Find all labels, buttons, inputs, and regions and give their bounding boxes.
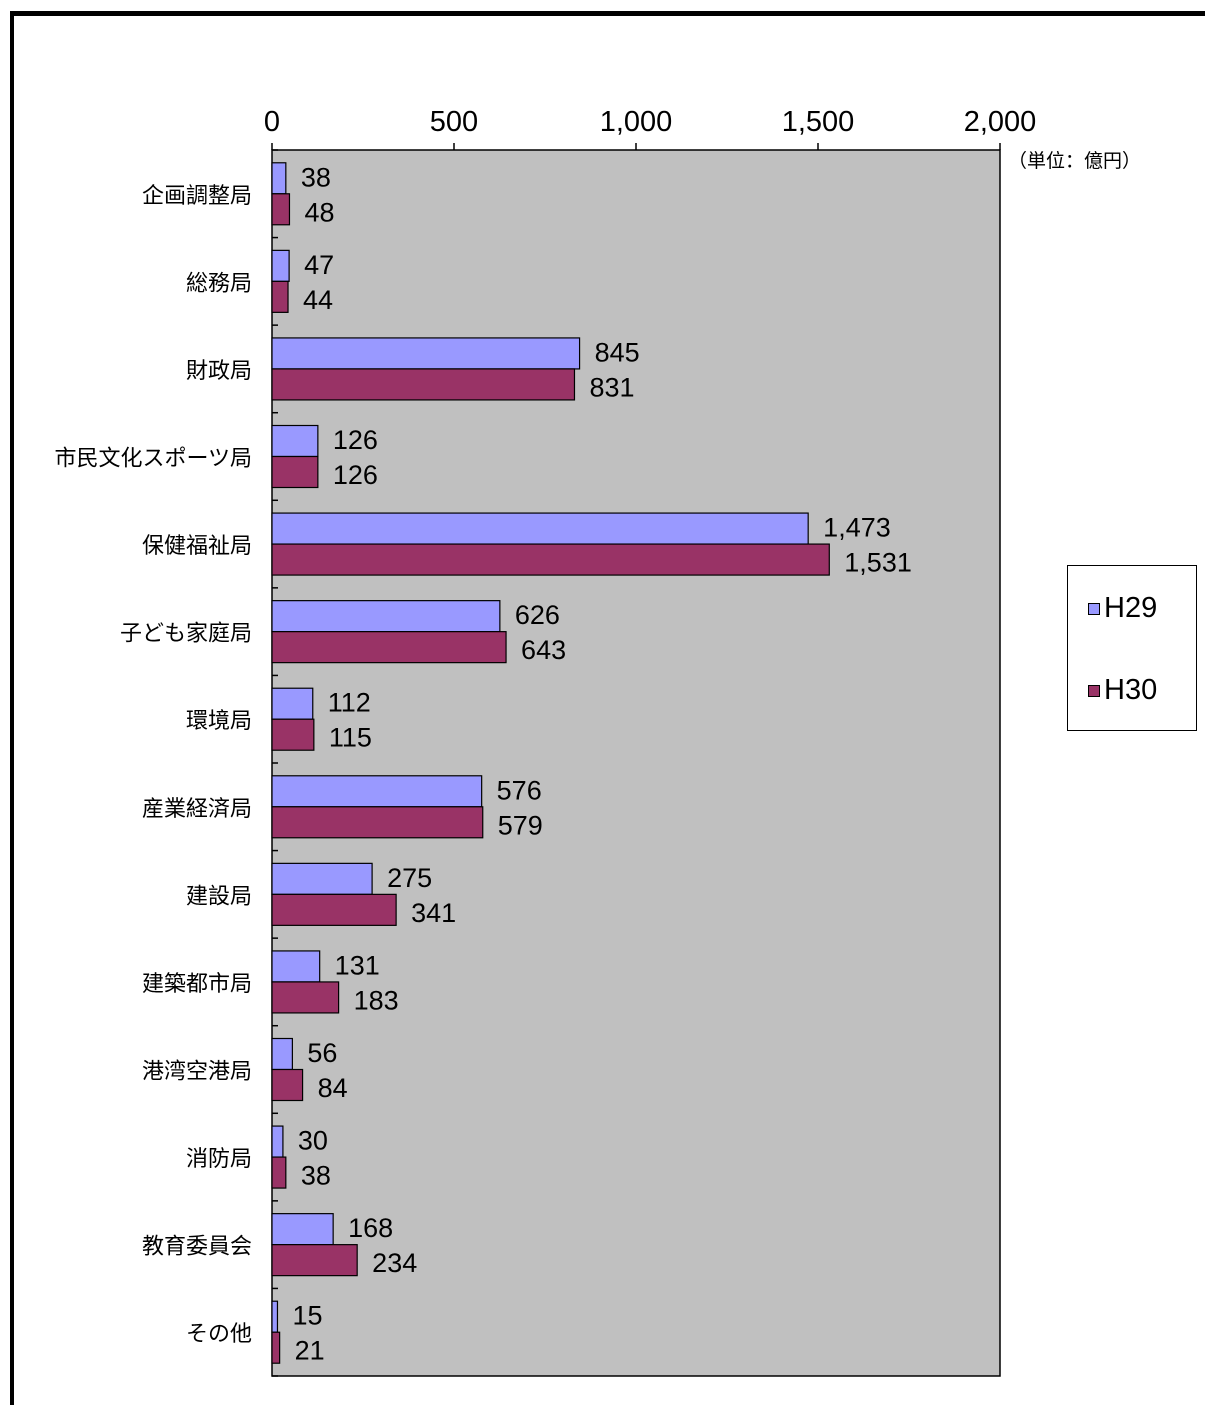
x-tick-label: 1,000 xyxy=(600,106,673,138)
bar-h29 xyxy=(271,424,319,458)
x-tick-label: 2,000 xyxy=(964,106,1037,138)
category-label: 建設局 xyxy=(186,884,252,909)
bar-h29 xyxy=(271,162,287,195)
data-label-h30: 579 xyxy=(498,810,543,840)
bar-h30 xyxy=(271,631,507,664)
data-label-h30: 84 xyxy=(318,1073,348,1103)
category-label: 保健福祉局 xyxy=(142,534,252,559)
bar-h29 xyxy=(271,775,483,808)
data-label-h30: 341 xyxy=(411,898,456,928)
bar-h29 xyxy=(271,1037,293,1071)
data-label-h29: 131 xyxy=(335,950,380,980)
x-tick-label: 1,500 xyxy=(782,106,855,138)
data-label-h29: 47 xyxy=(304,250,334,280)
legend: H29 H30 xyxy=(1067,565,1197,731)
category-label: 財政局 xyxy=(186,359,252,384)
data-label-h29: 626 xyxy=(515,600,560,630)
data-label-h29: 15 xyxy=(292,1301,322,1331)
legend-label-h29: H29 xyxy=(1104,592,1158,624)
data-label-h30: 115 xyxy=(329,723,372,753)
legend-item-h29: H29 xyxy=(1088,592,1157,625)
bar-h30 xyxy=(271,280,289,313)
data-label-h30: 21 xyxy=(295,1336,325,1366)
bar-h29 xyxy=(271,600,501,633)
data-label-h30: 643 xyxy=(521,635,566,665)
legend-item-h30: H30 xyxy=(1088,674,1157,707)
unit-note: （単位：億円） xyxy=(1008,150,1141,172)
category-label: その他 xyxy=(186,1322,252,1347)
bar-h30 xyxy=(271,1244,358,1277)
data-label-h30: 38 xyxy=(301,1161,331,1191)
legend-swatch-h29 xyxy=(1088,602,1100,615)
data-label-h29: 56 xyxy=(307,1038,337,1068)
data-label-h29: 845 xyxy=(595,337,640,367)
legend-swatch-h30 xyxy=(1088,684,1100,697)
bars xyxy=(271,162,830,1364)
data-label-h30: 48 xyxy=(304,197,334,227)
bar-h29 xyxy=(271,337,581,370)
bar-h30 xyxy=(271,1156,287,1189)
frame-top-border xyxy=(10,11,1205,16)
data-label-h30: 831 xyxy=(589,372,634,402)
data-label-h29: 275 xyxy=(387,863,432,893)
bar-h29 xyxy=(271,249,290,282)
category-label: 環境局 xyxy=(186,709,252,734)
data-label-h30: 126 xyxy=(333,460,378,490)
data-label-h29: 30 xyxy=(298,1126,328,1156)
bar-h29 xyxy=(271,950,321,983)
bar-h29 xyxy=(271,1213,334,1246)
category-label: 港湾空港局 xyxy=(142,1060,252,1085)
bar-h30 xyxy=(271,368,576,401)
bar-h29 xyxy=(271,1125,284,1158)
data-label-h29: 38 xyxy=(301,162,331,192)
bar-h30 xyxy=(271,893,397,926)
category-label: 総務局 xyxy=(186,271,252,296)
category-label: 消防局 xyxy=(186,1147,252,1172)
category-label: 産業経済局 xyxy=(142,797,252,822)
bar-h30 xyxy=(271,806,484,839)
data-label-h29: 1,473 xyxy=(823,513,891,543)
data-label-h30: 1,531 xyxy=(844,548,912,578)
bar-h30 xyxy=(271,981,340,1014)
bar-h30 xyxy=(271,193,291,226)
bar-h30 xyxy=(271,455,319,489)
bar-h29 xyxy=(271,687,314,720)
x-tick-label: 0 xyxy=(264,106,280,138)
bar-h29 xyxy=(271,862,373,895)
plot-area xyxy=(271,149,1001,1377)
frame-left-border xyxy=(10,11,14,1405)
bar-h30 xyxy=(271,1331,281,1364)
category-label: 市民文化スポーツ局 xyxy=(54,447,252,472)
x-tick-label: 500 xyxy=(430,106,478,138)
labels: 企画調整局 38 48 総務局 47 44 財政局 845 831 市民文化スポーツ局 126 126… xyxy=(54,162,911,1365)
category-label: 子ども家庭局 xyxy=(120,622,252,647)
category-label: 企画調整局 xyxy=(142,184,252,209)
legend-label-h30: H30 xyxy=(1104,674,1158,706)
bar-h30 xyxy=(271,1068,304,1102)
bar-h30 xyxy=(271,718,315,751)
bar-h29 xyxy=(271,512,809,545)
data-label-h30: 234 xyxy=(372,1248,417,1278)
bar-h30 xyxy=(271,543,830,576)
data-label-h29: 112 xyxy=(328,688,371,718)
data-label-h30: 44 xyxy=(303,285,333,315)
category-label: 建築都市局 xyxy=(142,972,252,997)
data-label-h30: 183 xyxy=(354,985,399,1015)
data-label-h29: 168 xyxy=(348,1213,393,1243)
bar-h29 xyxy=(271,1300,279,1333)
data-label-h29: 576 xyxy=(497,775,542,805)
category-label: 教育委員会 xyxy=(142,1235,252,1260)
x-axis-ticks: 0 500 1,000 1,500 2,000 xyxy=(264,106,1037,1377)
data-label-h29: 126 xyxy=(333,425,378,455)
